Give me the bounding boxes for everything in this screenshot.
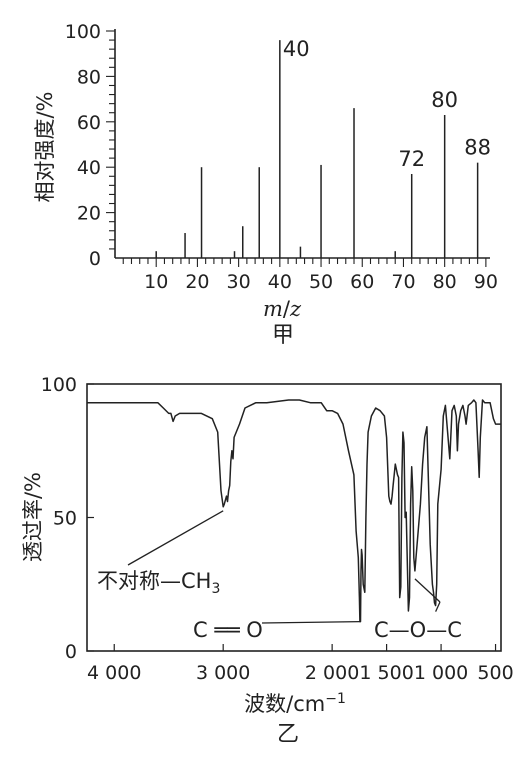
ms-peaks [155, 40, 479, 258]
ms-y-tick-label: 100 [65, 21, 101, 43]
annotation-asym-ch3-leader [127, 510, 224, 566]
ir-x-tick-label: 1 000 [414, 662, 468, 684]
ms-x-tick-label: 80 [433, 271, 457, 293]
ir-x-tick-label: 4 000 [87, 662, 141, 684]
ir-x-tick-label: 1 500 [359, 662, 413, 684]
ms-x-tick-label: 10 [144, 271, 168, 293]
ir-spectrum-line [87, 399, 501, 623]
annotation-co-double-leader [261, 620, 361, 624]
annotation-c-o-c-text: C—O—C [374, 618, 462, 642]
ms-x-tick-labels: 10 20 30 40 50 60 70 80 90 [144, 271, 498, 293]
ms-x-axis-label: m/z [263, 297, 302, 321]
ir-x-axis-label: 波数/cm−1 [244, 691, 346, 716]
ir-x-axis-label-text: 波数/cm [244, 692, 325, 716]
ms-y-tick-label: 60 [77, 112, 101, 134]
ms-peak-label: 72 [398, 147, 425, 171]
ms-x-tick-label: 40 [268, 271, 292, 293]
annotation-co-double: C ══ O [193, 618, 361, 642]
ir-x-axis-label-sup: −1 [325, 691, 346, 707]
ir-y-tick-label: 50 [53, 508, 77, 530]
ir-y-tick-label: 0 [65, 641, 77, 663]
ir-y-tick-labels: 0 50 100 [41, 374, 77, 663]
ms-y-tick-label: 0 [89, 248, 101, 270]
ms-x-tick-label: 70 [391, 271, 415, 293]
ms-x-axis-label-slash: / [283, 297, 291, 321]
ir-x-tick-label: 500 [477, 662, 513, 684]
mass-spectrum-chart: 相对强度/% 0 20 40 60 80 100 10 20 30 40 50 60 70 80 90 4… [33, 21, 498, 348]
ms-x-tick-label: 60 [350, 271, 374, 293]
ir-y-axis-label: 透过率/% [21, 472, 45, 562]
ms-axes [106, 29, 490, 267]
ms-x-tick-label: 90 [474, 271, 498, 293]
annotation-c-o-c-leader-a [414, 578, 441, 603]
ir-plot-frame [86, 383, 502, 652]
ms-peak-label: 80 [431, 88, 458, 112]
ms-y-tick-label: 40 [77, 157, 101, 179]
annotation-c-o-c: C—O—C [374, 578, 462, 642]
ir-x-tick-labels: 4 000 3 000 2 000 1 500 1 000 500 [87, 662, 514, 684]
annotation-asym-ch3-sub: 3 [211, 581, 220, 597]
annotation-c-o-c-leader-b [435, 601, 441, 612]
ms-peak-label: 88 [464, 136, 491, 160]
ms-x-axis-label-m: m [263, 297, 283, 321]
ms-x-tick-label: 30 [227, 271, 251, 293]
ms-y-tick-labels: 0 20 40 60 80 100 [65, 21, 101, 270]
ms-peak-label: 40 [283, 37, 310, 61]
ms-x-tick-label: 50 [309, 271, 333, 293]
ir-axes [87, 383, 497, 652]
ir-caption: 乙 [277, 722, 299, 747]
annotation-co-double-text: C ══ O [193, 618, 263, 642]
ms-y-axis-label: 相对强度/% [33, 91, 57, 202]
ms-caption: 甲 [272, 323, 294, 348]
ir-y-tick-label: 100 [41, 374, 77, 396]
ms-y-tick-label: 20 [77, 203, 101, 225]
ms-x-axis-label-z: z [289, 297, 302, 321]
ms-y-tick-label: 80 [77, 66, 101, 88]
annotation-asym-ch3-main: 不对称—CH [97, 569, 211, 593]
annotation-asym-ch3: 不对称—CH3 [97, 510, 224, 597]
annotation-asym-ch3-text: 不对称—CH3 [97, 569, 220, 597]
ir-spectrum-chart: 透过率/% 0 50 100 4 000 3 000 2 000 1 500 1 000 50… [21, 374, 514, 747]
ir-x-tick-label: 3 000 [196, 662, 250, 684]
ms-x-tick-label: 20 [185, 271, 209, 293]
ir-x-tick-label: 2 000 [305, 662, 359, 684]
